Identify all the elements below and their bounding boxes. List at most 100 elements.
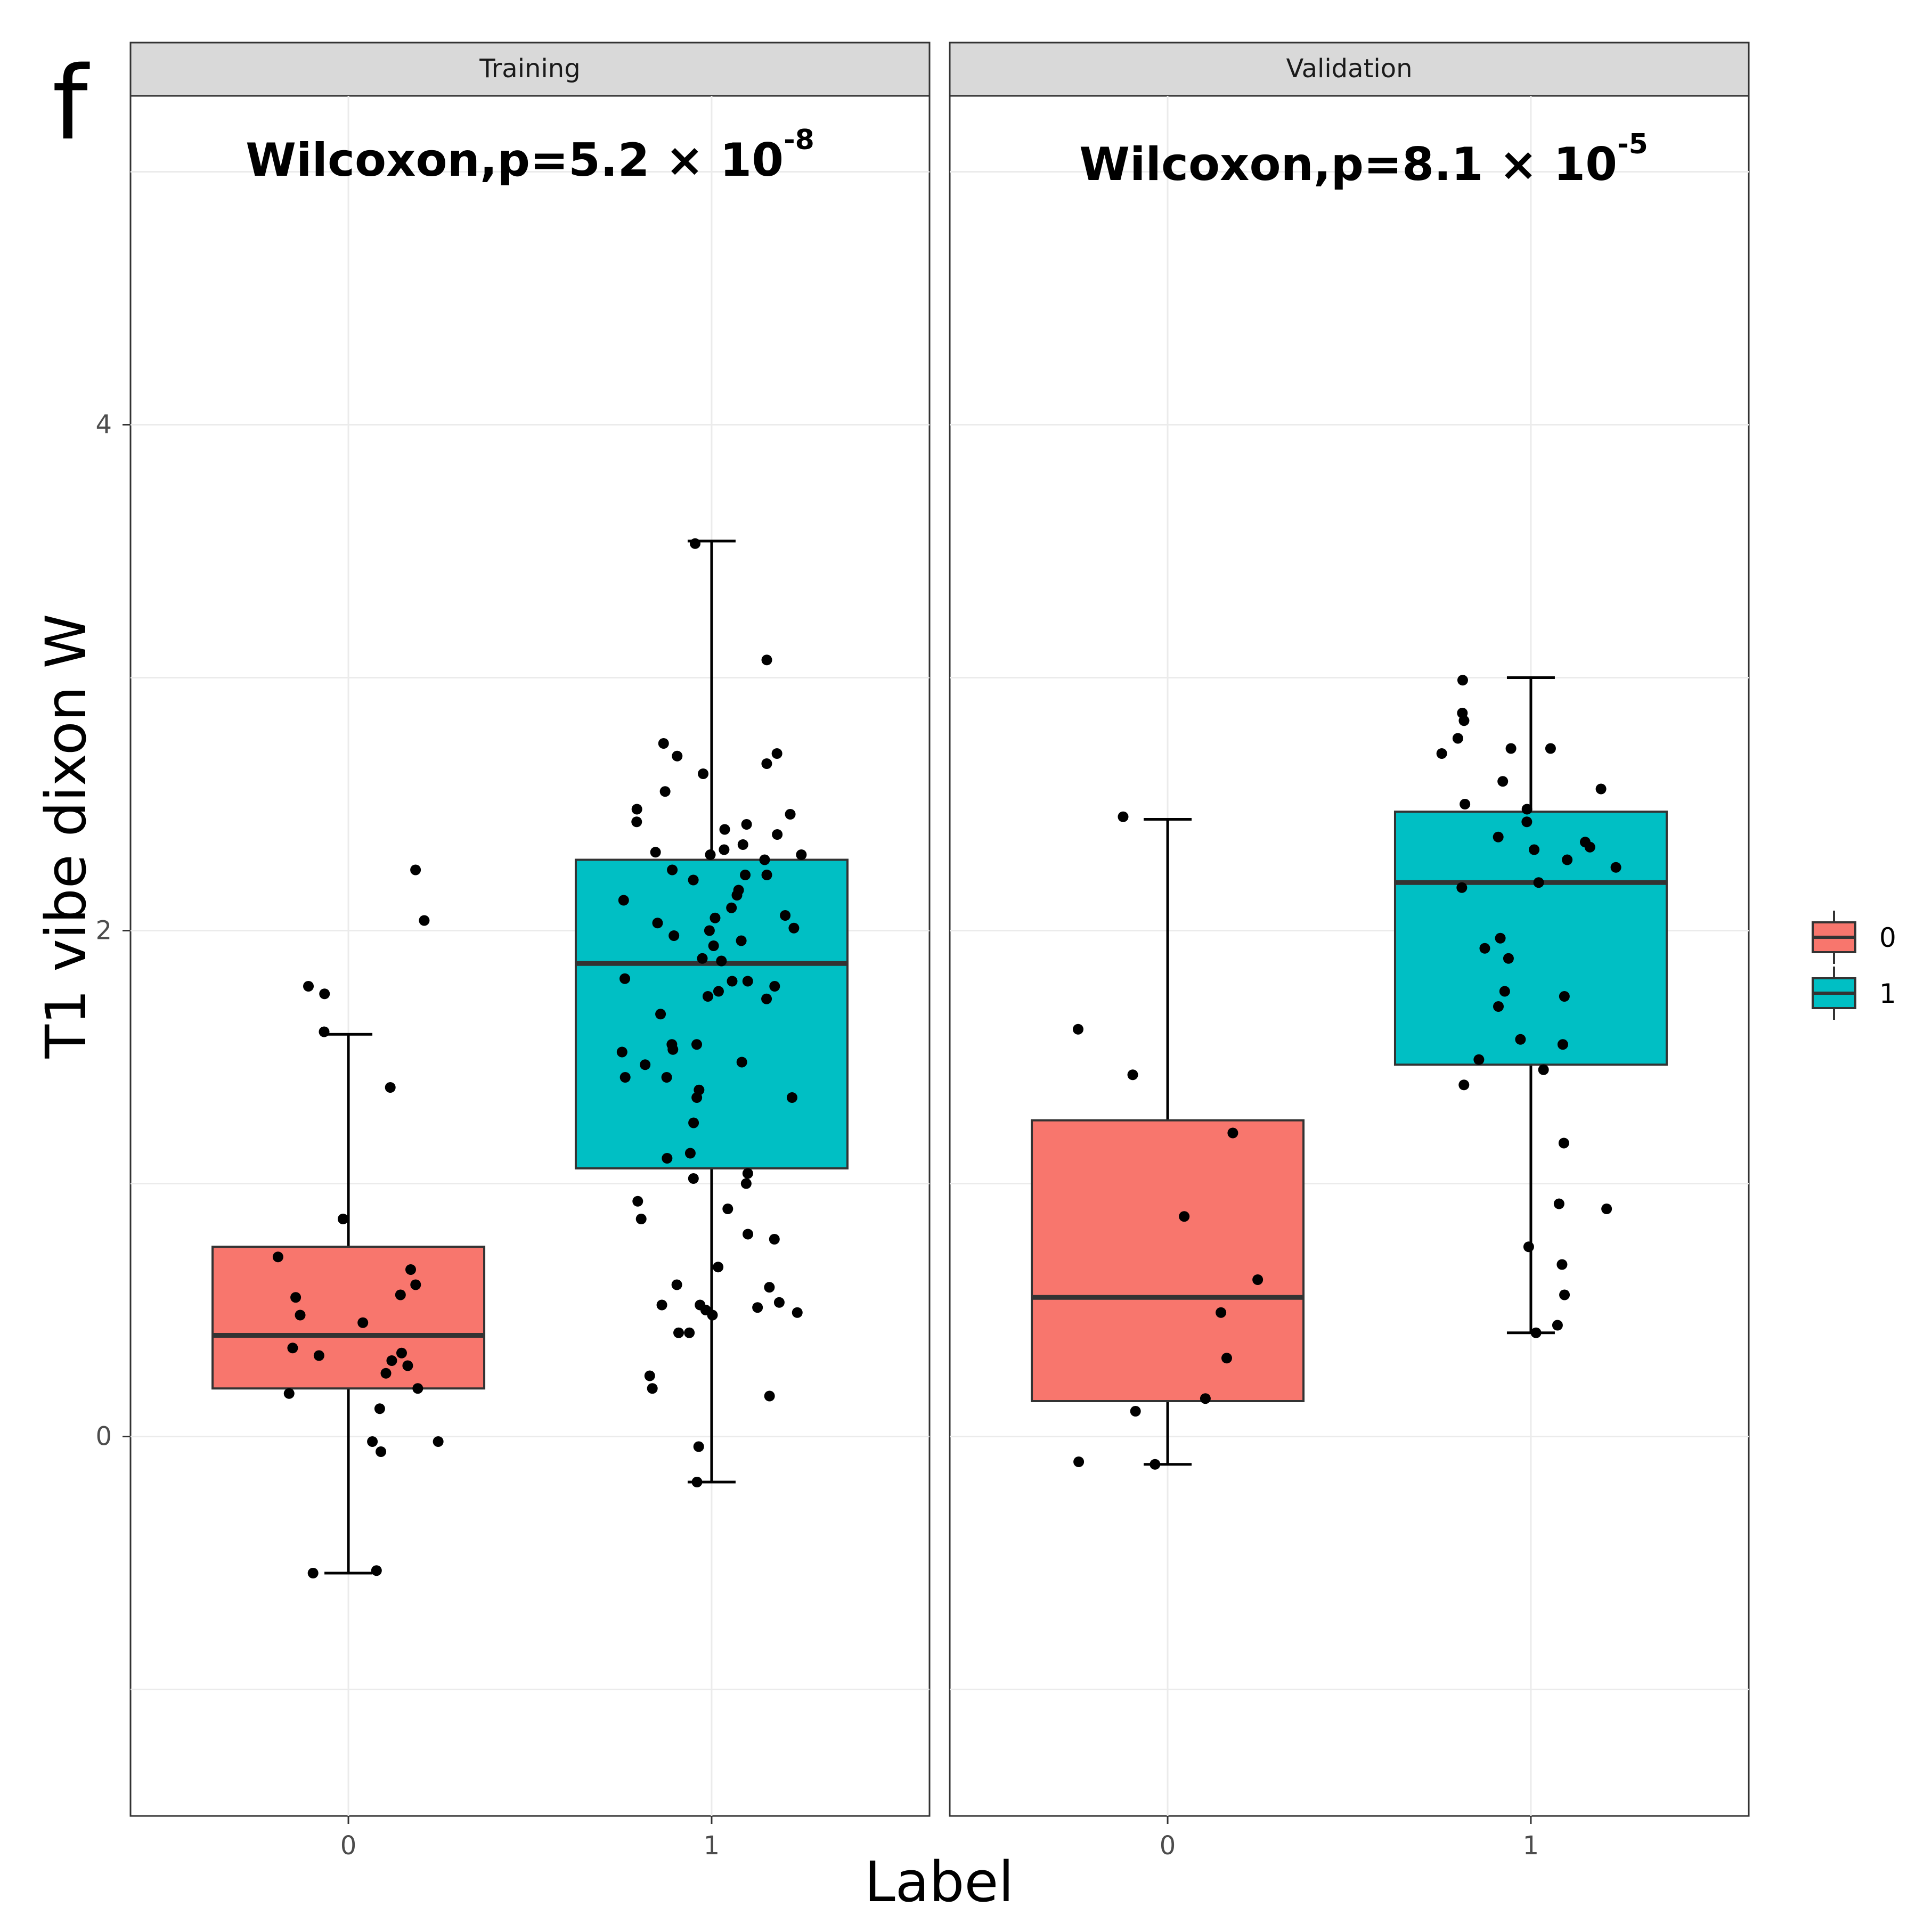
data-point-1 [773,1297,785,1308]
data-point-1 [764,1282,775,1293]
data-point-1 [1479,943,1490,954]
data-point-0 [337,1214,348,1224]
data-point-1 [1562,854,1573,865]
data-point-1 [704,925,715,936]
data-point-1 [1579,837,1591,848]
data-point-1 [691,1039,703,1050]
data-point-1 [655,1009,666,1020]
data-point-1 [656,1299,667,1311]
data-point-1 [1515,1034,1526,1045]
data-point-1 [1530,1327,1542,1338]
marks-training [211,538,849,1578]
data-point-1 [713,986,724,997]
data-point-0 [1150,1459,1161,1470]
data-point-1 [702,991,713,1002]
legend-label-0: 0 [1879,922,1896,953]
x-tick-label: 1 [1523,1831,1539,1861]
box-group-1 [574,858,849,1169]
data-point-1 [761,654,772,666]
data-point-1 [672,750,683,762]
legend-label-1: 1 [1879,978,1896,1009]
data-point-1 [1558,1137,1569,1149]
data-point-0 [283,1388,295,1399]
data-point-1 [644,1370,655,1381]
data-point-1 [647,1383,658,1394]
data-point-1 [727,976,738,987]
data-point-1 [1523,1241,1534,1253]
data-point-1 [667,864,678,875]
data-point-1 [736,935,747,946]
data-point-1 [661,1072,672,1083]
data-point-0 [290,1292,301,1303]
test-label-validation: Wilcoxon,p=8.1 × 10 [1079,138,1617,191]
data-point-1 [698,768,709,779]
data-point-1 [640,1059,651,1070]
data-point-1 [1436,748,1447,759]
x-tick-label: 1 [704,1831,720,1861]
data-point-0 [371,1565,382,1576]
data-point-0 [419,915,430,926]
data-point-1 [1473,1054,1485,1065]
data-point-1 [771,748,782,759]
data-point-1 [684,1148,696,1159]
data-point-0 [1252,1274,1263,1285]
data-point-1 [759,854,770,865]
data-point-1 [693,1441,704,1452]
data-point-1 [631,816,642,828]
data-point-1 [690,538,701,549]
y-axis-title: T1 vibe dixon W [34,614,99,1059]
panel-training: Training Wilcoxon,p=5.2 × 10-8 0 1 [129,42,931,1861]
x-tick-label: 0 [340,1831,357,1861]
data-point-1 [1601,1204,1612,1214]
data-point-1 [769,981,780,992]
data-point-1 [631,804,642,815]
data-point-1 [658,738,669,749]
data-point-1 [719,844,730,855]
test-title-training: Wilcoxon,p=5.2 × 10-8 [246,124,814,187]
data-point-0 [374,1403,385,1414]
data-point-1 [786,1092,797,1103]
y-axis: 0 2 4 [95,410,131,1452]
x-axis-title: Label [865,1849,1014,1914]
data-point-1 [662,1153,673,1164]
data-point-1 [632,1196,643,1207]
data-point-1 [684,1327,695,1338]
marks-validation [1031,675,1668,1470]
data-point-1 [1503,953,1514,964]
data-point-1 [752,1302,763,1313]
strip-label-training: Training [479,54,580,84]
box-group-0 [211,1246,486,1390]
test-label-training: Wilcoxon,p=5.2 × 10 [246,134,784,187]
data-point-1 [652,918,663,929]
data-point-0 [1200,1393,1211,1404]
data-point-1 [726,902,737,913]
data-point-1 [1538,1064,1549,1075]
data-point-0 [386,1355,397,1366]
data-point-0 [1216,1307,1227,1318]
data-point-1 [1456,882,1468,893]
data-point-0 [1118,811,1129,822]
data-point-1 [697,953,708,964]
data-point-1 [1545,743,1556,754]
data-point-1 [761,870,772,880]
data-point-1 [688,874,699,886]
data-point-0 [367,1436,378,1447]
data-point-1 [1458,1079,1470,1091]
data-point-1 [1521,816,1532,828]
data-point-1 [788,922,800,934]
data-point-1 [1559,991,1570,1002]
data-point-0 [433,1436,444,1447]
strip-validation [949,42,1750,97]
data-point-0 [380,1368,392,1379]
data-point-0 [1073,1456,1085,1467]
data-point-1 [616,1046,627,1058]
data-point-1 [619,1072,631,1083]
data-point-1 [719,824,730,835]
data-point-1 [618,895,629,906]
data-point-0 [1227,1127,1238,1139]
test-exponent-validation: -5 [1617,128,1648,160]
data-point-0 [307,1568,319,1578]
data-point-1 [1452,733,1463,744]
panel-letter: f [52,45,90,162]
data-point-1 [659,786,671,797]
